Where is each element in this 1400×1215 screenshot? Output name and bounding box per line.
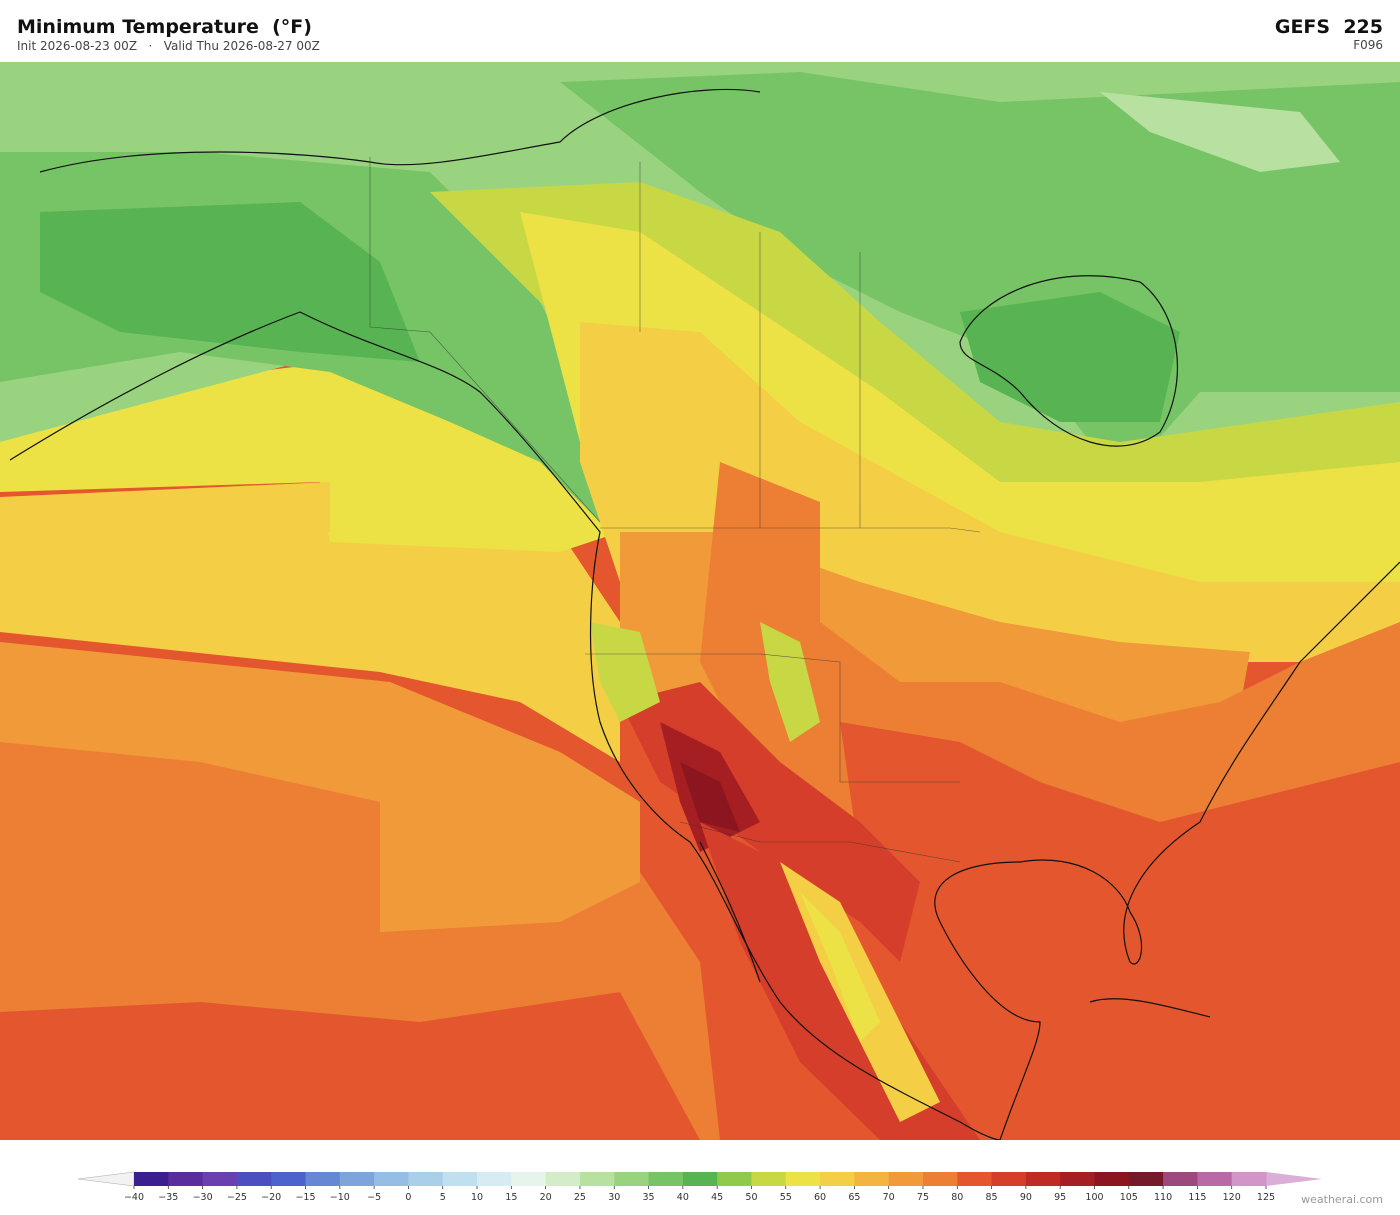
colorbar-tick-label: 80 — [951, 1192, 963, 1203]
temperature-map — [0, 62, 1400, 1140]
colorbar-tick-label: −15 — [295, 1192, 315, 1203]
colorbar-tick-label: 30 — [608, 1192, 620, 1203]
colorbar-swatch — [1128, 1172, 1164, 1186]
colorbar-swatch — [168, 1172, 204, 1186]
colorbar-swatch — [579, 1172, 615, 1186]
colorbar-swatch — [922, 1172, 958, 1186]
colorbar-tick-label: 0 — [405, 1192, 411, 1203]
colorbar-swatch — [1094, 1172, 1130, 1186]
field — [590, 622, 660, 722]
forecast-hour: F096 — [1353, 38, 1383, 52]
colorbar-tick-label: 65 — [848, 1192, 860, 1203]
field — [960, 292, 1180, 422]
colorbar-under — [77, 1171, 135, 1187]
colorbar-tick-label: −25 — [227, 1192, 247, 1203]
colorbar-tick-label: 110 — [1154, 1192, 1172, 1203]
colorbar-tick-label: 35 — [642, 1192, 654, 1203]
colorbar-swatch — [271, 1172, 307, 1186]
watermark: weatherai.com — [1301, 1193, 1383, 1206]
colorbar-tick-label: 20 — [540, 1192, 552, 1203]
colorbar-swatch — [751, 1172, 787, 1186]
init-valid-time: Init 2026-08-23 00Z · Valid Thu 2026-08-… — [17, 39, 320, 53]
colorbar-tick-label: 125 — [1257, 1192, 1275, 1203]
colorbar-swatch — [957, 1172, 993, 1186]
colorbar-tick-label: 105 — [1120, 1192, 1138, 1203]
field — [760, 622, 820, 742]
colorbar-tick-label: 55 — [780, 1192, 792, 1203]
colorbar-swatch — [545, 1172, 581, 1186]
field — [40, 202, 420, 362]
colorbar-tick-label: 10 — [471, 1192, 483, 1203]
colorbar-tick-label: −20 — [261, 1192, 281, 1203]
colorbar: −40 −35 −30 −25 −20 −15 −10 −5 0 5 10 15 20 25 30 35 40 4… — [77, 1171, 1322, 1203]
colorbar-tick-label: −40 — [124, 1192, 144, 1203]
colorbar-tick-label: 60 — [814, 1192, 826, 1203]
colorbar-tick-label: −30 — [193, 1192, 213, 1203]
field — [680, 762, 740, 832]
colorbar-swatch — [854, 1172, 890, 1186]
colorbar-tick-label: 75 — [917, 1192, 929, 1203]
colorbar-swatch — [134, 1172, 169, 1186]
colorbar-tick-label: 95 — [1054, 1192, 1066, 1203]
colorbar-tick-label: 115 — [1188, 1192, 1206, 1203]
colorbar-swatch — [442, 1172, 478, 1186]
colorbar-tick-label: 25 — [574, 1192, 586, 1203]
colorbar-tick-label: 5 — [440, 1192, 446, 1203]
field — [560, 72, 1400, 482]
field — [1100, 92, 1340, 172]
colorbar-swatch — [305, 1172, 341, 1186]
colorbar-tick-label: 15 — [505, 1192, 517, 1203]
colorbar-tick-label: 50 — [745, 1192, 757, 1203]
colorbar-swatch — [339, 1172, 375, 1186]
field — [0, 992, 700, 1140]
colorbar-swatch — [374, 1172, 409, 1186]
colorbar-swatch — [1060, 1172, 1095, 1186]
colorbar-swatch — [717, 1172, 752, 1186]
colorbar-swatch — [477, 1172, 512, 1186]
colorbar-swatch — [408, 1172, 444, 1186]
colorbar-swatch — [511, 1172, 547, 1186]
colorbar-swatch — [888, 1172, 924, 1186]
colorbar-tick-label: −35 — [158, 1192, 178, 1203]
colorbar-tick-label: −5 — [367, 1192, 381, 1203]
colorbar-swatch — [1197, 1172, 1233, 1186]
colorbar-tick-label: 40 — [677, 1192, 689, 1203]
field — [0, 482, 330, 542]
colorbar-swatch — [648, 1172, 684, 1186]
colorbar-swatch — [1231, 1172, 1267, 1186]
colorbar-tick-label: 100 — [1085, 1192, 1103, 1203]
field — [800, 892, 880, 1042]
colorbar-swatch — [236, 1172, 272, 1186]
colorbar-tick-label: 70 — [883, 1192, 895, 1203]
model-name: GEFS 225 — [1274, 16, 1383, 38]
colorbar-tick-label: −10 — [330, 1192, 350, 1203]
colorbar-tick-label: 90 — [1020, 1192, 1032, 1203]
colorbar-over — [1266, 1172, 1322, 1186]
colorbar-swatch — [991, 1172, 1027, 1186]
field — [840, 722, 1400, 1140]
border — [369, 157, 981, 863]
field — [0, 502, 620, 762]
colorbar-swatch — [785, 1172, 821, 1186]
colorbar-swatch — [614, 1172, 650, 1186]
colorbar-swatch — [1163, 1172, 1198, 1186]
colorbar-tick-label: 45 — [711, 1192, 723, 1203]
colorbar-swatch — [202, 1172, 238, 1186]
colorbar-swatch — [1025, 1172, 1061, 1186]
coastline — [9, 88, 1400, 1140]
map-title: Minimum Temperature (°F) — [17, 16, 312, 38]
colorbar-tick-label: 85 — [986, 1192, 998, 1203]
colorbar-swatch — [820, 1172, 855, 1186]
colorbar-tick-label: 120 — [1223, 1192, 1241, 1203]
colorbar-swatch — [682, 1172, 718, 1186]
field — [0, 642, 640, 932]
